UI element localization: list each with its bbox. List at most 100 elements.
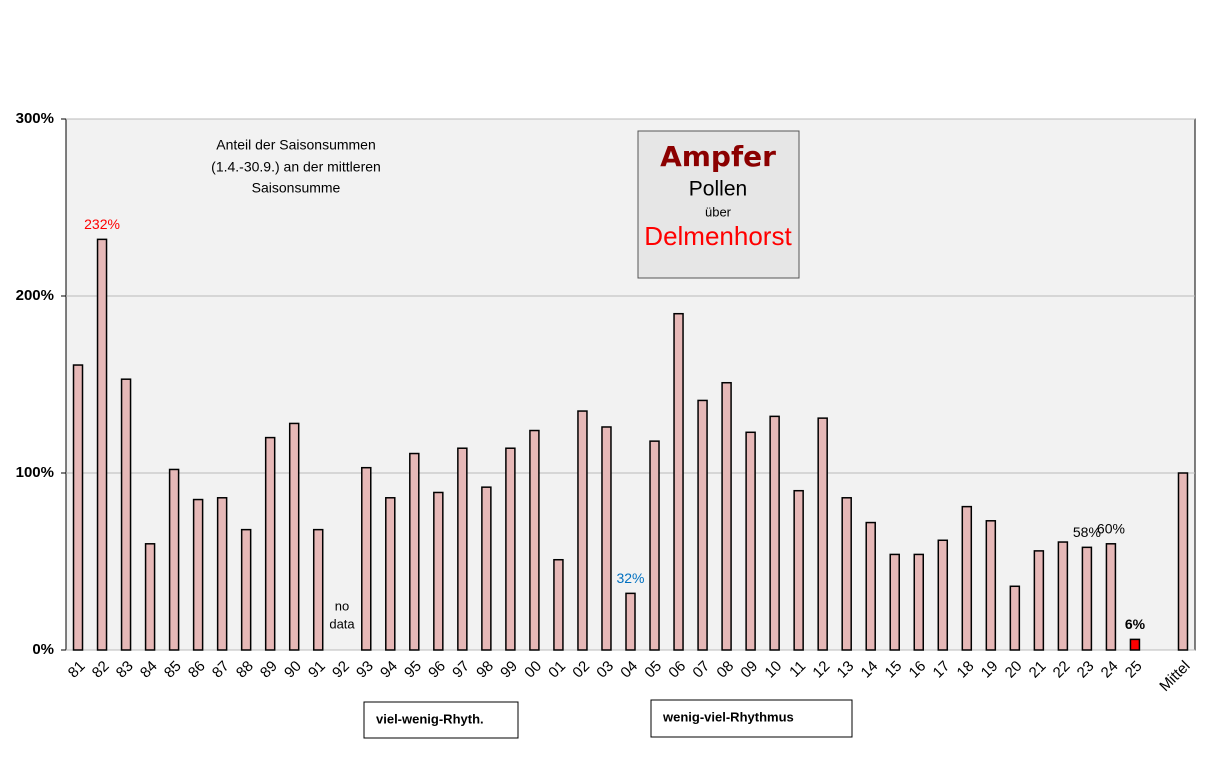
value-label: 60% (1097, 521, 1125, 537)
x-tick-label: 05 (641, 658, 665, 682)
y-tick-label: 300% (16, 110, 54, 127)
bar (985, 520, 997, 651)
bar (889, 553, 900, 651)
x-tick-label: 16 (906, 658, 930, 682)
x-tick-label: 06 (665, 658, 689, 682)
bar (312, 528, 324, 651)
bar (361, 466, 372, 651)
bar (120, 378, 132, 651)
x-tick-label: 90 (281, 658, 305, 682)
annotation: (1.4.-30.9.) an der mittleren (211, 159, 381, 175)
value-label: 32% (616, 570, 644, 586)
no-data-label: no (335, 598, 349, 613)
bar (961, 505, 973, 651)
bar (673, 312, 684, 651)
x-tick-label: 82 (89, 658, 113, 682)
annotation: Anteil der Saisonsummen (216, 137, 376, 153)
bar (577, 410, 588, 651)
bar (96, 238, 108, 651)
bar (409, 452, 420, 651)
bar (1177, 472, 1189, 651)
chart-title: Ampfer (660, 140, 776, 173)
bar (817, 417, 828, 651)
bar (1081, 546, 1093, 651)
bar (433, 491, 444, 651)
x-tick-label: 89 (257, 658, 281, 682)
bar (168, 468, 180, 651)
x-tick-label: 15 (882, 658, 906, 682)
x-tick-label: 96 (425, 658, 449, 682)
y-tick-label: 100% (16, 464, 54, 481)
x-tick-label: 93 (353, 658, 377, 682)
bar (721, 381, 732, 651)
x-tick-label: 14 (858, 658, 882, 682)
x-tick-label: 97 (449, 658, 473, 682)
x-tick-label: 84 (137, 658, 161, 682)
x-tick-label: 19 (978, 658, 1002, 682)
x-tick-label: 21 (1026, 658, 1050, 682)
x-tick-label: 09 (737, 658, 761, 682)
bar (793, 489, 804, 651)
rhythm-box (650, 699, 853, 738)
bar (697, 399, 708, 651)
value-label: 232% (84, 216, 120, 232)
x-tick-label: Mittel (1156, 658, 1193, 695)
x-tick-label: 17 (930, 658, 954, 682)
y-tick-label: 200% (16, 287, 54, 304)
x-tick-label: 03 (593, 658, 617, 682)
subtitle: Delmenhorst (644, 221, 792, 251)
bar (264, 436, 276, 651)
x-tick-label: 91 (305, 658, 329, 682)
x-tick-label: 12 (809, 658, 833, 682)
bar (1057, 541, 1069, 651)
x-tick-label: 92 (329, 658, 353, 682)
bar (72, 364, 84, 651)
bar (529, 429, 540, 651)
x-tick-label: 86 (185, 658, 209, 682)
x-tick-label: 87 (209, 658, 233, 682)
bar (553, 558, 564, 651)
bar (769, 415, 780, 651)
rhythm-box (363, 701, 519, 739)
x-tick-label: 98 (473, 658, 497, 682)
x-tick-label: 13 (834, 658, 858, 682)
bar (1033, 550, 1045, 651)
bar (1129, 638, 1141, 651)
x-tick-label: 02 (569, 658, 593, 682)
bar (865, 521, 876, 651)
bar (745, 431, 756, 651)
bar (481, 486, 492, 651)
annotation: Saisonsumme (252, 180, 341, 196)
x-tick-label: 95 (401, 658, 425, 682)
subtitle: über (705, 204, 732, 219)
y-tick-label: 0% (32, 641, 54, 658)
subtitle: Pollen (689, 178, 747, 201)
x-tick-label: 22 (1050, 658, 1074, 682)
bar (144, 543, 156, 651)
x-tick-label: 11 (786, 658, 809, 681)
x-tick-label: 24 (1098, 658, 1122, 682)
bar (288, 422, 300, 651)
bar (601, 426, 612, 651)
no-data-label: data (329, 616, 355, 631)
x-tick-label: 20 (1002, 658, 1026, 682)
x-tick-label: 99 (497, 658, 521, 682)
rhythm-label: wenig-viel-Rhythmus (662, 709, 794, 724)
x-tick-label: 04 (617, 658, 641, 682)
bar (937, 539, 949, 651)
x-tick-label: 81 (65, 658, 89, 682)
rhythm-label: viel-wenig-Rhyth. (376, 711, 484, 726)
bar (457, 447, 468, 651)
bar (841, 497, 852, 651)
value-label: 58% (1073, 524, 1101, 540)
bar (1105, 543, 1117, 651)
x-tick-label: 00 (521, 658, 545, 682)
bar (385, 497, 396, 651)
plot-area (65, 118, 1196, 651)
bar (625, 592, 636, 651)
x-tick-label: 01 (545, 658, 569, 682)
x-tick-label: 94 (377, 658, 401, 682)
x-tick-label: 88 (233, 658, 257, 682)
bar (216, 497, 228, 651)
